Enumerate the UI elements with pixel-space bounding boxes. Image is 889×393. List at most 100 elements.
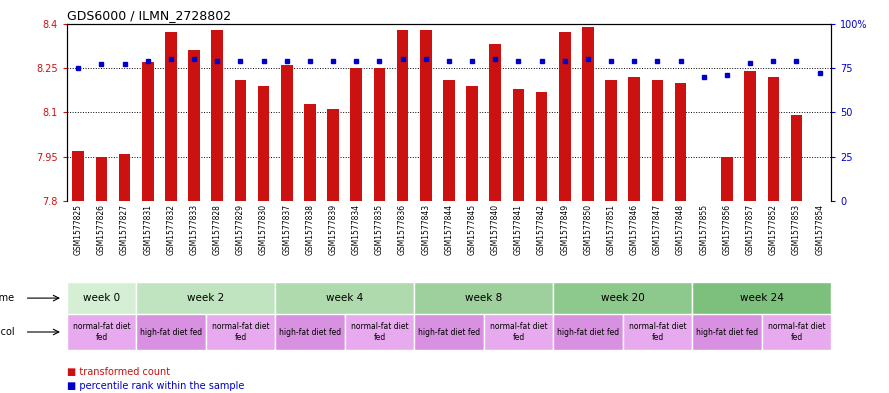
- Text: GSM1577854: GSM1577854: [815, 204, 824, 255]
- Text: time: time: [0, 293, 15, 303]
- Text: GSM1577840: GSM1577840: [491, 204, 500, 255]
- Bar: [484, 314, 553, 350]
- Bar: [276, 314, 345, 350]
- Text: normal-fat diet
fed: normal-fat diet fed: [212, 322, 269, 342]
- Text: GSM1577843: GSM1577843: [421, 204, 430, 255]
- Bar: [205, 314, 276, 350]
- Bar: [553, 282, 693, 314]
- Bar: [582, 27, 594, 201]
- Bar: [350, 68, 362, 201]
- Text: normal-fat diet
fed: normal-fat diet fed: [629, 322, 686, 342]
- Text: week 2: week 2: [187, 293, 224, 303]
- Text: high-fat diet fed: high-fat diet fed: [140, 327, 202, 336]
- Bar: [629, 77, 640, 201]
- Text: GSM1577834: GSM1577834: [352, 204, 361, 255]
- Text: GSM1577846: GSM1577846: [629, 204, 639, 255]
- Bar: [414, 314, 484, 350]
- Text: GSM1577838: GSM1577838: [306, 204, 315, 255]
- Text: GSM1577826: GSM1577826: [97, 204, 106, 255]
- Bar: [744, 71, 756, 201]
- Text: GSM1577835: GSM1577835: [375, 204, 384, 255]
- Text: GSM1577844: GSM1577844: [444, 204, 453, 255]
- Text: GSM1577832: GSM1577832: [166, 204, 175, 255]
- Text: normal-fat diet
fed: normal-fat diet fed: [767, 322, 825, 342]
- Bar: [443, 80, 455, 201]
- Text: week 8: week 8: [465, 293, 502, 303]
- Text: GDS6000 / ILMN_2728802: GDS6000 / ILMN_2728802: [67, 9, 231, 22]
- Bar: [327, 109, 339, 201]
- Text: normal-fat diet
fed: normal-fat diet fed: [490, 322, 548, 342]
- Text: GSM1577852: GSM1577852: [769, 204, 778, 255]
- Text: week 0: week 0: [83, 293, 120, 303]
- Bar: [281, 65, 292, 201]
- Bar: [165, 33, 177, 201]
- Bar: [693, 314, 762, 350]
- Text: normal-fat diet
fed: normal-fat diet fed: [73, 322, 131, 342]
- Bar: [622, 314, 693, 350]
- Text: GSM1577848: GSM1577848: [677, 204, 685, 255]
- Text: GSM1577831: GSM1577831: [143, 204, 152, 255]
- Text: protocol: protocol: [0, 327, 15, 337]
- Bar: [467, 86, 478, 201]
- Text: GSM1577842: GSM1577842: [537, 204, 546, 255]
- Bar: [276, 282, 414, 314]
- Text: normal-fat diet
fed: normal-fat diet fed: [350, 322, 408, 342]
- Text: GSM1577849: GSM1577849: [560, 204, 569, 255]
- Bar: [73, 151, 84, 201]
- Bar: [304, 103, 316, 201]
- Bar: [414, 282, 553, 314]
- Bar: [559, 33, 571, 201]
- Bar: [67, 314, 136, 350]
- Bar: [136, 282, 276, 314]
- Text: GSM1577841: GSM1577841: [514, 204, 523, 255]
- Text: high-fat diet fed: high-fat diet fed: [696, 327, 758, 336]
- Bar: [119, 154, 131, 201]
- Bar: [721, 157, 733, 201]
- Bar: [553, 314, 622, 350]
- Bar: [142, 62, 154, 201]
- Text: high-fat diet fed: high-fat diet fed: [557, 327, 619, 336]
- Bar: [536, 92, 548, 201]
- Text: GSM1577856: GSM1577856: [723, 204, 732, 255]
- Text: week 20: week 20: [601, 293, 645, 303]
- Text: ■ percentile rank within the sample: ■ percentile rank within the sample: [67, 381, 244, 391]
- Text: GSM1577825: GSM1577825: [74, 204, 83, 255]
- Bar: [235, 80, 246, 201]
- Text: GSM1577850: GSM1577850: [583, 204, 592, 255]
- Bar: [605, 80, 617, 201]
- Text: GSM1577839: GSM1577839: [329, 204, 338, 255]
- Text: high-fat diet fed: high-fat diet fed: [418, 327, 480, 336]
- Text: GSM1577847: GSM1577847: [653, 204, 662, 255]
- Text: GSM1577851: GSM1577851: [606, 204, 615, 255]
- Text: GSM1577830: GSM1577830: [259, 204, 268, 255]
- Bar: [693, 282, 831, 314]
- Bar: [675, 83, 686, 201]
- Text: GSM1577828: GSM1577828: [212, 204, 221, 255]
- Bar: [136, 314, 205, 350]
- Bar: [652, 80, 663, 201]
- Text: GSM1577845: GSM1577845: [468, 204, 477, 255]
- Bar: [490, 44, 501, 201]
- Bar: [767, 77, 779, 201]
- Text: week 24: week 24: [740, 293, 783, 303]
- Text: GSM1577827: GSM1577827: [120, 204, 129, 255]
- Bar: [258, 86, 269, 201]
- Text: high-fat diet fed: high-fat diet fed: [279, 327, 341, 336]
- Bar: [67, 282, 136, 314]
- Bar: [420, 29, 431, 201]
- Bar: [188, 50, 200, 201]
- Text: GSM1577837: GSM1577837: [283, 204, 292, 255]
- Bar: [373, 68, 385, 201]
- Bar: [96, 157, 108, 201]
- Text: ■ transformed count: ■ transformed count: [67, 367, 170, 377]
- Bar: [212, 29, 223, 201]
- Text: GSM1577857: GSM1577857: [746, 204, 755, 255]
- Text: GSM1577833: GSM1577833: [189, 204, 198, 255]
- Text: GSM1577829: GSM1577829: [236, 204, 245, 255]
- Bar: [345, 314, 414, 350]
- Bar: [396, 29, 408, 201]
- Text: GSM1577836: GSM1577836: [398, 204, 407, 255]
- Bar: [513, 89, 525, 201]
- Text: GSM1577853: GSM1577853: [792, 204, 801, 255]
- Text: GSM1577855: GSM1577855: [700, 204, 709, 255]
